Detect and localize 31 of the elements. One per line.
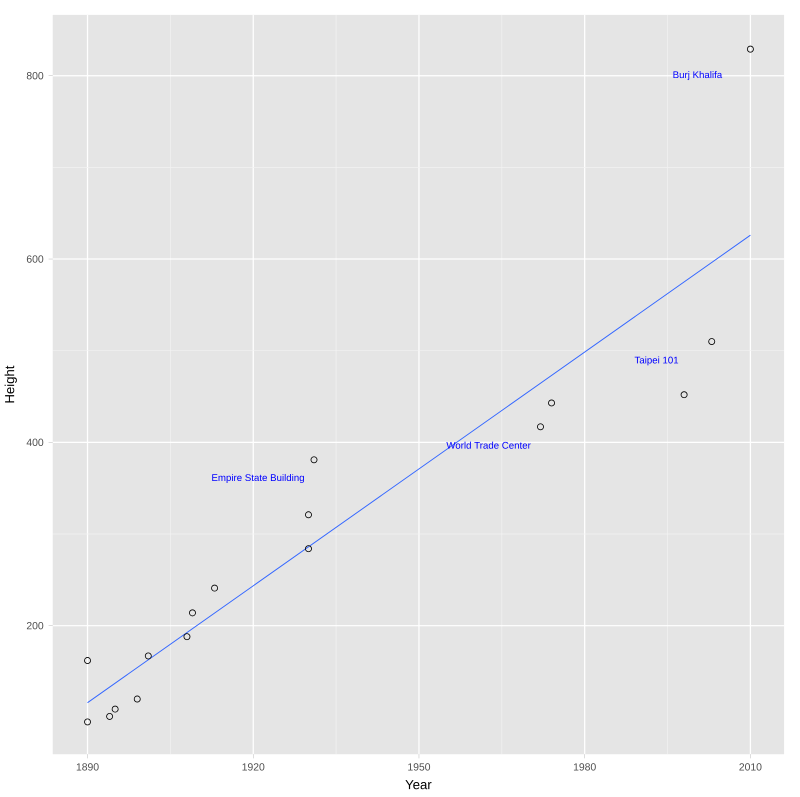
x-axis-title: Year: [405, 780, 432, 790]
point: [746, 46, 754, 53]
point: [189, 609, 196, 616]
annotation: Empire State Building: [212, 474, 304, 483]
annotation: Burj Khalifa: [673, 71, 722, 80]
point: [84, 718, 91, 726]
y-tick-label: 600: [26, 255, 44, 263]
point: [183, 633, 190, 640]
x-tick-label: 2010: [739, 763, 762, 771]
y-axis-title: Height: [4, 366, 17, 402]
point: [305, 511, 312, 518]
annotation: Taipei 101: [634, 356, 678, 366]
point: [84, 657, 91, 664]
point: [305, 545, 312, 552]
x-tick-label: 1980: [574, 763, 596, 771]
point: [144, 652, 152, 660]
y-tick-label: 200: [26, 622, 44, 630]
point: [680, 391, 688, 398]
point: [211, 584, 218, 592]
point: [134, 696, 141, 702]
x-tick-label: 1950: [408, 763, 430, 771]
y-tick-label: 400: [26, 438, 44, 446]
point: [537, 423, 544, 430]
y-tick-label: 800: [26, 72, 44, 80]
x-tick-label: 1890: [76, 763, 99, 771]
x-tick-label: 1920: [242, 763, 264, 771]
point: [310, 456, 318, 464]
point: [106, 712, 114, 720]
point: [548, 399, 555, 406]
point: [112, 706, 119, 713]
point: [708, 338, 716, 345]
